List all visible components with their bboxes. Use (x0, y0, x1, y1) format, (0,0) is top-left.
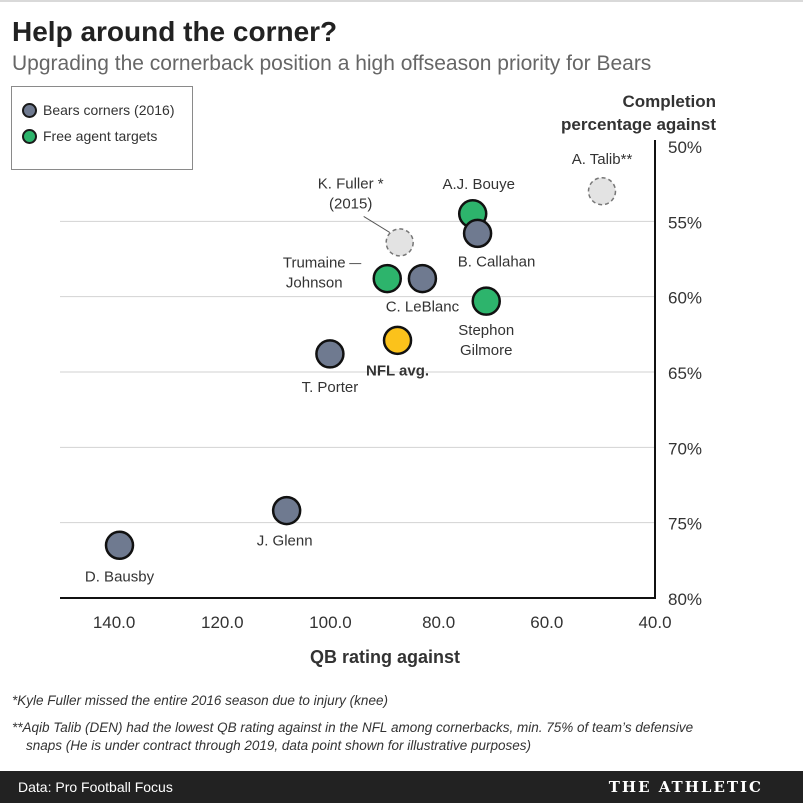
point-labels: A. Talib** K. Fuller * (2015) A.J. Bouye B. … (85, 151, 633, 585)
data-source: Data: Pro Football Focus (18, 779, 173, 795)
point-b-callahan (462, 218, 493, 249)
footnote-talib-line1: **Aqib Talib (DEN) had the lowest QB rat… (12, 720, 694, 735)
y-tick-label: 70% (668, 439, 702, 458)
footer-bar: Data: Pro Football Focus THE ATHLETIC (0, 771, 803, 803)
x-tick-label: 100.0 (309, 613, 352, 632)
point-label-k-fuller-2015: (2015) (329, 195, 372, 212)
point-label-stephon-gilmore: Stephon (458, 322, 514, 339)
axes: 50% 55% 60% 65% 70% 75% 80% 140.0 120.0 100.0 80.0… (60, 138, 702, 632)
gridlines (60, 220, 655, 524)
point-label-a-talib: A. Talib** (572, 151, 633, 168)
point-label-nfl-avg: NFL avg. (366, 362, 429, 379)
point-label-d-bausby: D. Bausby (85, 568, 155, 585)
x-tick-label: 80.0 (422, 613, 455, 632)
y-axis-label-line2: percentage against (561, 115, 716, 134)
legend-swatch-free-agents (22, 128, 37, 144)
callout-lines (349, 216, 390, 265)
point-label-b-callahan: B. Callahan (458, 253, 536, 270)
point-label-j-glenn: J. Glenn (257, 533, 313, 550)
top-rule (0, 0, 803, 2)
y-tick-label: 80% (668, 590, 702, 609)
x-tick-label: 60.0 (530, 613, 563, 632)
x-tick-label: 40.0 (638, 613, 671, 632)
point-label-trumaine-johnson: Johnson (286, 275, 343, 292)
y-tick-label: 50% (668, 138, 702, 157)
legend: Bears corners (2016) Free agent targets (11, 86, 193, 170)
point-label-t-porter: T. Porter (302, 379, 359, 396)
data-points (104, 176, 617, 561)
y-tick-label: 60% (668, 289, 702, 308)
y-axis-label-line1: Completion (622, 92, 717, 111)
point-label-trumaine-johnson: Trumaine (283, 255, 346, 272)
point-nfl-avg (382, 325, 413, 356)
legend-item-free-agents: Free agent targets (22, 125, 157, 147)
point-k-fuller-2015 (385, 228, 414, 257)
footnote-talib-line2: snaps (He is under contract through 2019… (26, 738, 532, 753)
point-label-stephon-gilmore: Gilmore (460, 342, 513, 359)
x-tick-label: 120.0 (201, 613, 244, 632)
point-label-c-leblanc: C. LeBlanc (386, 299, 460, 316)
chart-title: Help around the corner? (12, 16, 338, 47)
x-tick-label: 140.0 (93, 613, 136, 632)
point-c-leblanc (407, 263, 438, 294)
point-stephon-gilmore (471, 286, 501, 316)
point-label-a-j-bouye: A.J. Bouye (442, 176, 515, 193)
y-axis-label: Completion percentage against (561, 90, 716, 136)
legend-swatch-bears (22, 102, 37, 118)
y-tick-label: 55% (668, 213, 702, 232)
footnote-fuller: *Kyle Fuller missed the entire 2016 seas… (12, 693, 388, 708)
brand-logo: THE ATHLETIC (608, 778, 763, 796)
legend-item-bears: Bears corners (2016) (22, 99, 175, 121)
y-tick-label: 75% (668, 515, 702, 534)
point-a-talib (587, 176, 617, 206)
point-label-k-fuller-2015: K. Fuller * (318, 175, 384, 192)
point-d-bausby (104, 530, 135, 561)
legend-label-bears: Bears corners (2016) (43, 102, 175, 118)
leader-k-fuller-2015 (363, 216, 390, 233)
x-axis-label: QB rating against (310, 647, 460, 667)
y-tick-label: 65% (668, 364, 702, 383)
point-t-porter (315, 339, 345, 369)
point-trumaine-johnson (372, 263, 402, 294)
legend-label-free-agents: Free agent targets (43, 128, 158, 144)
point-j-glenn (271, 495, 302, 526)
chart-subtitle: Upgrading the cornerback position a high… (12, 52, 652, 75)
